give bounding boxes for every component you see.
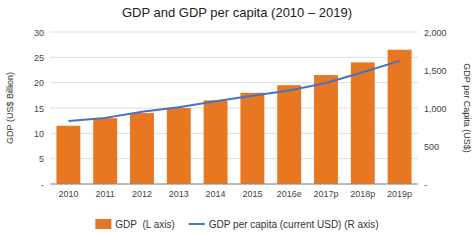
y-tick-label: 5 (39, 154, 44, 164)
y2-tick-label: 1,000 (424, 104, 447, 114)
bar (130, 113, 154, 184)
y2-tick-label: 1,500 (424, 66, 447, 76)
bar (388, 50, 412, 184)
chart: GDP and GDP per capita (2010 – 2019) - 5 10… (0, 0, 474, 236)
line (68, 61, 399, 121)
y2-tick-label: - (424, 180, 427, 190)
y2-tick-label: 2,000 (424, 28, 447, 38)
bar (56, 126, 80, 184)
grid-line (50, 57, 418, 58)
bar (204, 100, 228, 184)
x-tick-label: 2017p (313, 189, 338, 199)
legend: GDP (L axis) GDP per capita (current USD)… (95, 219, 378, 230)
legend-swatch (189, 223, 205, 225)
x-tick-label: 2014 (206, 189, 226, 199)
x-tick-label: 2019p (387, 189, 412, 199)
x-tick-label: 2012 (132, 189, 152, 199)
x-tick-label: 2011 (96, 189, 115, 199)
y-tick-label: 10 (34, 129, 44, 139)
x-tick-label: 2013 (169, 189, 189, 199)
y-tick-label: 25 (34, 53, 44, 63)
x-axis-line (50, 184, 418, 185)
bar (351, 62, 375, 184)
x-tick-label: 2010 (58, 189, 78, 199)
y2-axis-label: GDP per Capita (US$) (462, 63, 472, 152)
x-tick-label: 2018p (350, 189, 375, 199)
y2-tick-label: 500 (424, 142, 439, 152)
bar (93, 118, 117, 184)
x-tick-label: 2015 (242, 189, 262, 199)
chart-title: GDP and GDP per capita (2010 – 2019) (122, 5, 352, 20)
grid-line (50, 184, 418, 185)
bar (240, 93, 264, 184)
bar (167, 108, 191, 184)
bar (277, 85, 301, 184)
legend-swatch (95, 219, 111, 229)
y-tick-label: 20 (34, 78, 44, 88)
y-tick-label: - (41, 180, 44, 190)
y-axis-label: GDP (US$ Billion) (5, 72, 15, 144)
legend-label: GDP per capita (current USD) (R axis) (209, 219, 379, 230)
y-tick-label: 15 (34, 104, 44, 114)
grid-line (50, 32, 418, 33)
x-tick-label: 2016e (277, 189, 302, 199)
legend-label: GDP (L axis) (115, 219, 174, 230)
grid (50, 32, 418, 184)
bar (314, 75, 338, 184)
y-tick-label: 30 (34, 28, 44, 38)
marks (56, 50, 411, 184)
